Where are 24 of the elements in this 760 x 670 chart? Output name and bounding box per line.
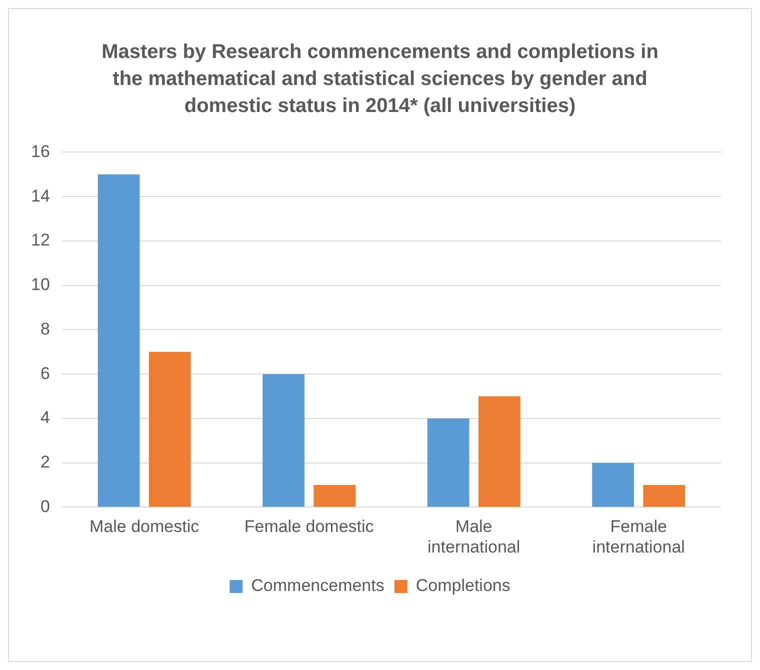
y-tick-label: 6 <box>40 364 50 383</box>
y-tick-label: 16 <box>30 142 50 161</box>
bar <box>643 485 686 507</box>
y-tick-label: 2 <box>40 452 50 472</box>
y-tick-label: 4 <box>40 408 50 428</box>
legend-label: Completions <box>416 576 510 596</box>
y-tick-label: 10 <box>30 275 50 294</box>
bar <box>592 462 634 507</box>
bar <box>427 418 470 507</box>
y-tick-label: 0 <box>40 496 50 516</box>
y-tick-label: 12 <box>30 230 50 250</box>
bar <box>478 396 520 507</box>
y-tick-label: 14 <box>30 186 50 206</box>
bar <box>148 352 191 507</box>
x-tick-label: Female domestic <box>244 517 374 536</box>
bar <box>314 485 356 507</box>
bar <box>262 374 304 507</box>
y-tick-label: 8 <box>40 319 50 338</box>
legend-label: Commencements <box>251 576 384 596</box>
bar <box>98 174 140 507</box>
x-tick-label: Male international <box>428 517 520 556</box>
x-tick-label: Male domestic <box>89 517 200 536</box>
chart-title: Masters by Research commencements and completions in the mathematical and statistical sciences by gender and domestic status in 2014* (all universities) <box>100 40 660 119</box>
x-tick-label: Female international <box>592 517 685 556</box>
